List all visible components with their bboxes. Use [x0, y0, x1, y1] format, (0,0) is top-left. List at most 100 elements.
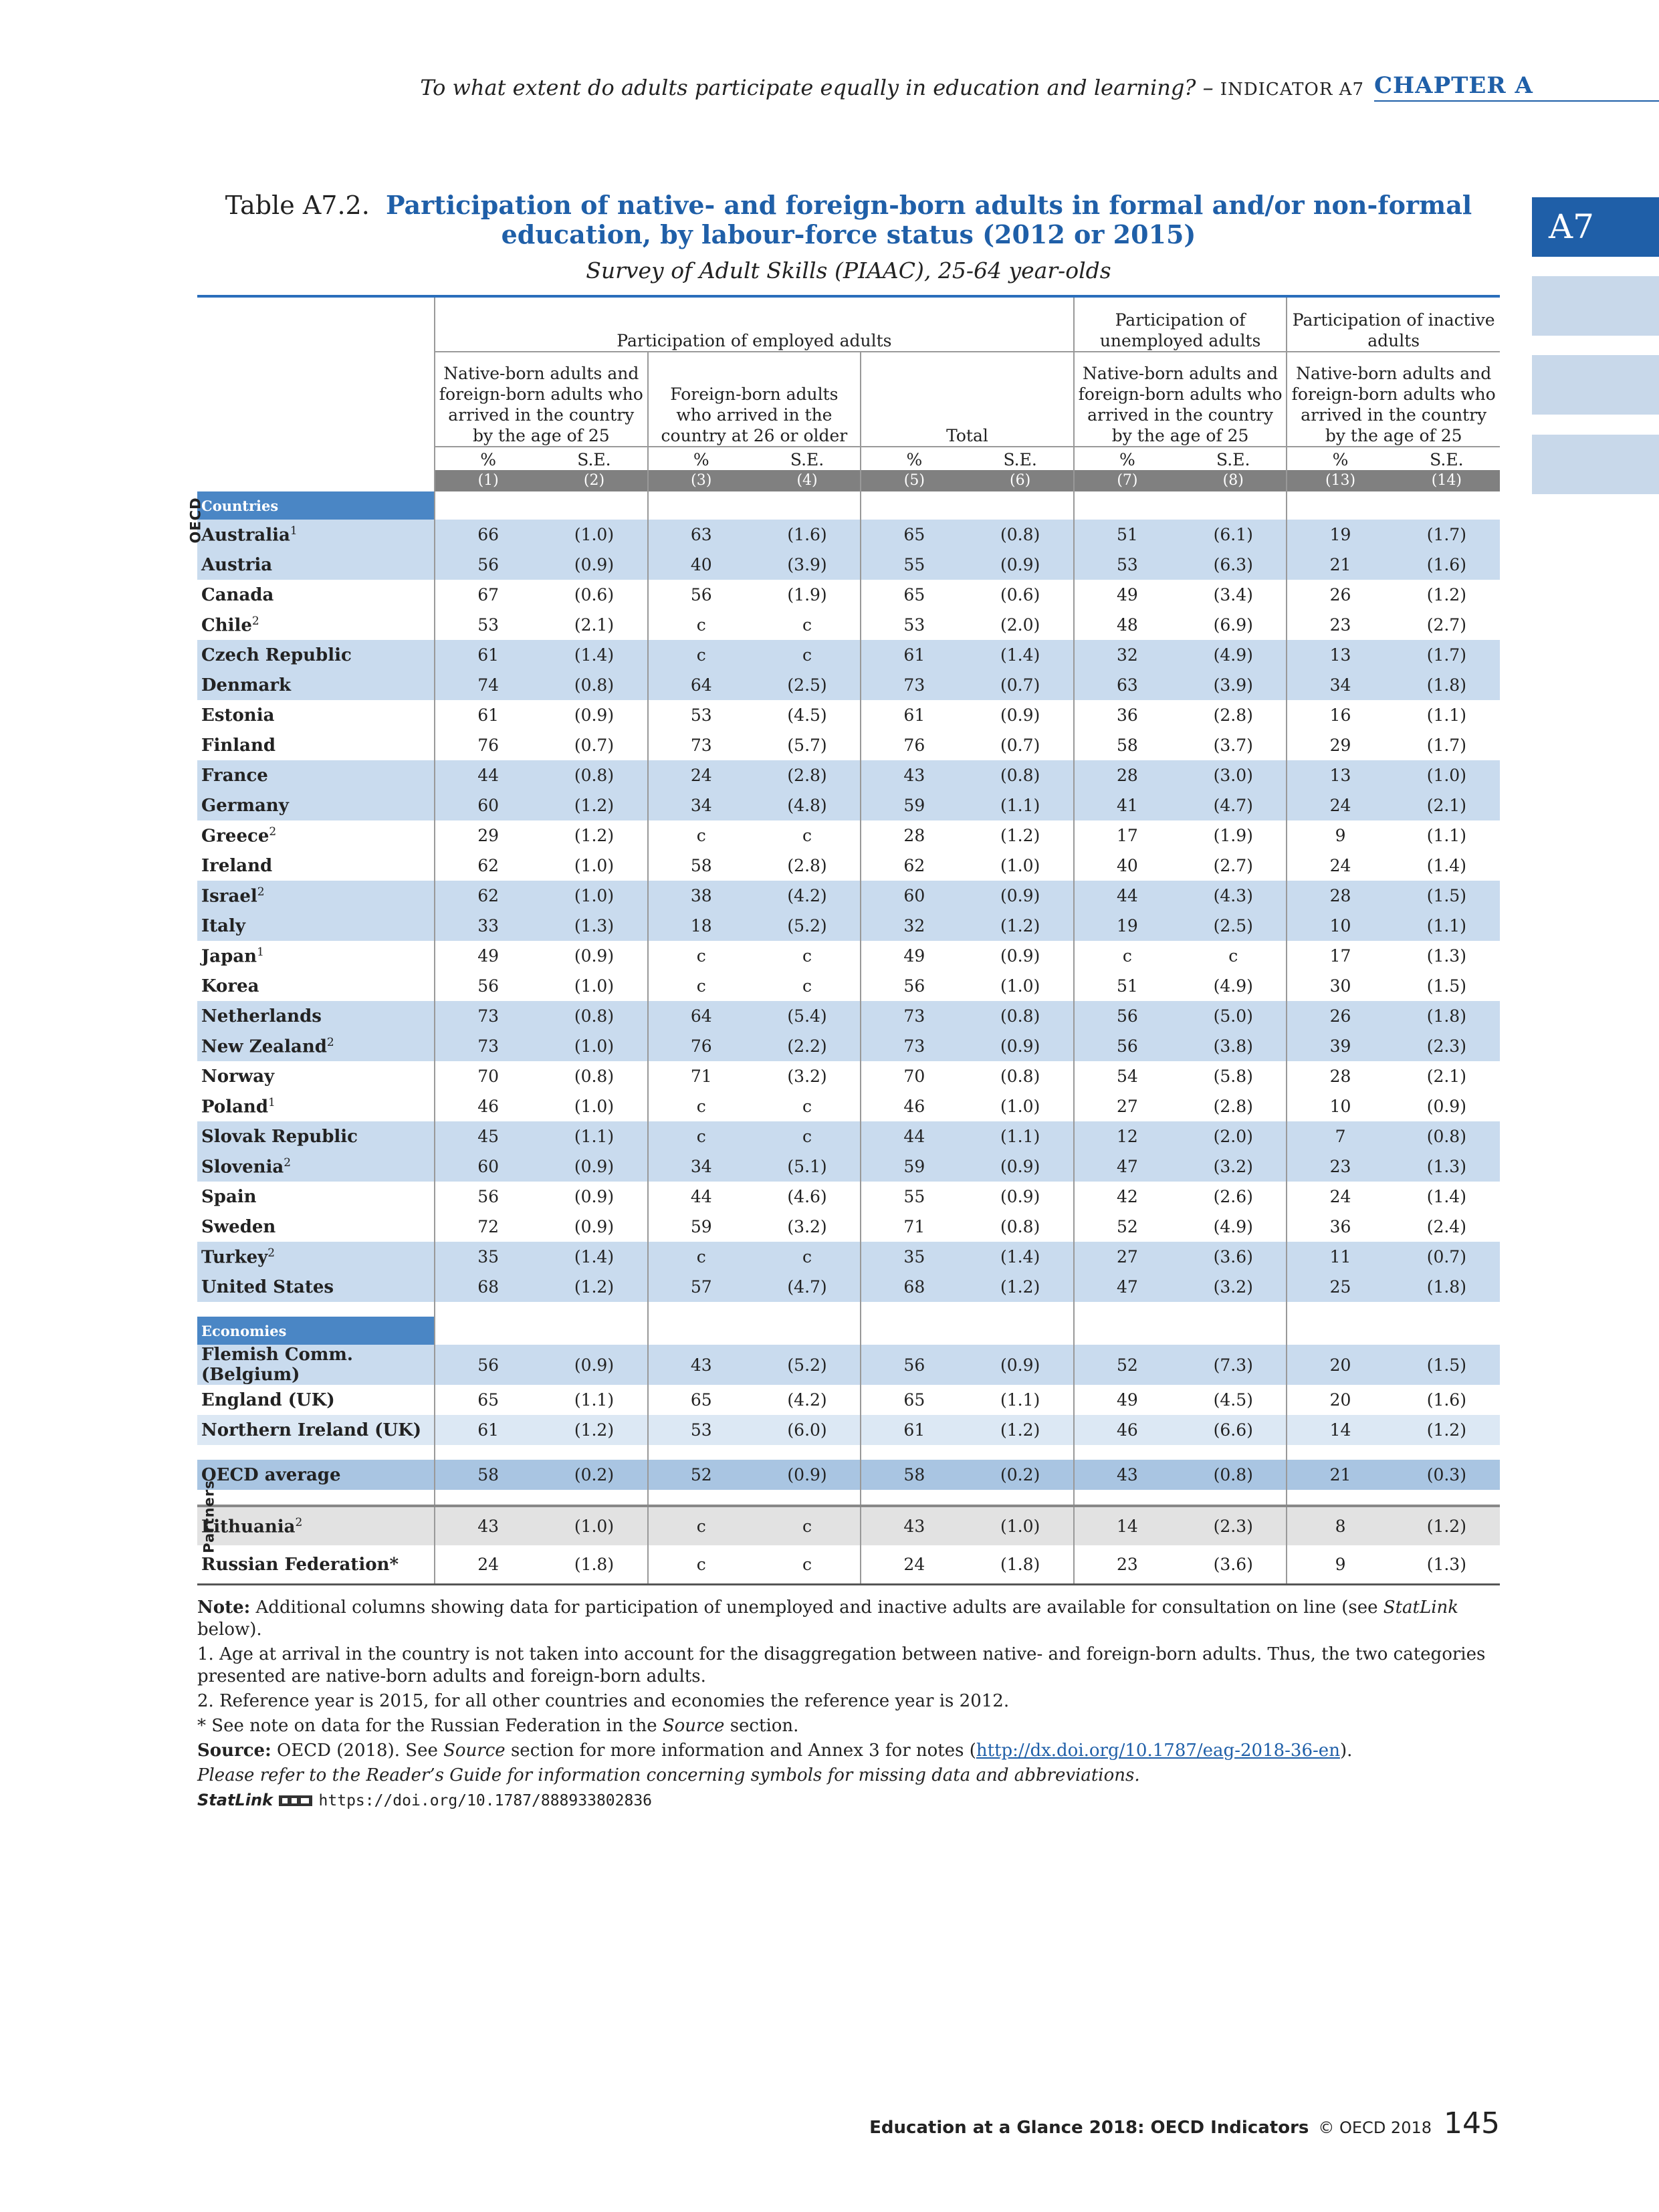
data-row: Lithuania2 43 (1.0) c c 43 (1.0) 14 (2.3) 8 (1.2): [197, 1505, 1500, 1545]
cell: (1.0): [967, 1091, 1074, 1121]
spacer-row: [197, 1302, 1500, 1317]
cell: (2.1): [1393, 790, 1500, 820]
cell: (0.8): [967, 520, 1074, 550]
section-header: Economies: [197, 1317, 435, 1345]
cell: (1.8): [1393, 1272, 1500, 1302]
sub-header: Native-born adults and foreign-born adul…: [1286, 352, 1500, 447]
cell: (1.0): [541, 851, 648, 881]
cell: (3.9): [754, 550, 861, 580]
cell: (1.0): [541, 1031, 648, 1061]
row-name: Austria: [197, 550, 435, 580]
row-label: Denmark: [201, 675, 292, 695]
empty-cell: [647, 1317, 754, 1345]
row-label: England (UK): [201, 1390, 335, 1410]
cell: (1.4): [967, 640, 1074, 670]
cell: 11: [1286, 1242, 1394, 1272]
empty-cell: [754, 491, 861, 520]
data-row: Korea 56 (1.0) c c 56 (1.0) 51 (4.9) 30 (1.5): [197, 971, 1500, 1001]
note: * See note on data for the Russian Feder…: [197, 1715, 1500, 1737]
cell: 71: [647, 1061, 754, 1091]
source-link[interactable]: http://dx.doi.org/10.1787/eag-2018-36-en: [976, 1741, 1340, 1761]
cell: (3.2): [754, 1061, 861, 1091]
statlink-icon: [279, 1795, 313, 1806]
cell: (0.8): [1393, 1121, 1500, 1151]
cell: 39: [1286, 1031, 1394, 1061]
data-table: Participation of employed adults Partici…: [197, 295, 1500, 1585]
empty-cell: [433, 491, 542, 520]
cell: (0.3): [1393, 1460, 1500, 1490]
cell: (0.9): [541, 1212, 648, 1242]
data-row: OECD average 58 (0.2) 52 (0.9) 58 (0.2) 43 (0.8)…: [197, 1460, 1500, 1490]
tab-box: [1532, 435, 1659, 494]
cell: 56: [433, 1345, 542, 1385]
spacer-cell: [1073, 1445, 1181, 1460]
statlink-url[interactable]: https://doi.org/10.1787/888933802836: [318, 1792, 653, 1809]
note-text: below).: [197, 1620, 262, 1640]
cell: (1.8): [541, 1545, 648, 1585]
data-row: England (UK) 65 (1.1) 65 (4.2) 65 (1.1) 49 (4.5)…: [197, 1385, 1500, 1415]
cell: c: [1073, 941, 1181, 971]
cell: 49: [433, 941, 542, 971]
cell: c: [647, 820, 754, 851]
footnote-mark: 2: [284, 1155, 292, 1170]
cell: (0.9): [541, 1151, 648, 1182]
running-title: To what extent do adults participate equ…: [420, 75, 1214, 100]
cell: 17: [1286, 941, 1394, 971]
spacer-cell: [1180, 1445, 1287, 1460]
cell: 14: [1286, 1415, 1394, 1445]
cell: 73: [433, 1001, 542, 1031]
cell: 54: [1073, 1061, 1181, 1091]
stat-label: %: [647, 447, 754, 470]
cell: (1.8): [1393, 1001, 1500, 1031]
footnote-mark: 2: [326, 1035, 334, 1049]
cell: (1.0): [967, 1505, 1074, 1545]
cell: 40: [1073, 851, 1181, 881]
cell: 68: [860, 1272, 968, 1302]
publication: Education at a Glance 2018: OECD Indicat…: [869, 2118, 1309, 2138]
corner: [197, 470, 435, 491]
data-row: Finland 76 (0.7) 73 (5.7) 76 (0.7) 58 (3.7) 29 (1.…: [197, 730, 1500, 760]
cell: (4.6): [754, 1182, 861, 1212]
statlink: StatLink https://doi.org/10.1787/8889338…: [197, 1789, 1500, 1812]
data-row: Czech Republic 61 (1.4) c c 61 (1.4) 32 (4.9) 13(…: [197, 640, 1500, 670]
data-row: United States 68 (1.2) 57 (4.7) 68 (1.2) 47 (3.2…: [197, 1272, 1500, 1302]
spacer-cell: [754, 1445, 861, 1460]
cell: 43: [860, 760, 968, 790]
cell: (0.8): [967, 1001, 1074, 1031]
cell: 32: [860, 911, 968, 941]
cell: 9: [1286, 820, 1394, 851]
cell: (0.9): [541, 700, 648, 730]
cell: 23: [1073, 1545, 1181, 1585]
cell: 73: [860, 670, 968, 700]
spacer-cell: [1286, 1302, 1394, 1317]
cell: (0.9): [967, 550, 1074, 580]
row-name: Ireland: [197, 851, 435, 881]
cell: 64: [647, 1001, 754, 1031]
stat-label: %: [433, 447, 542, 470]
row-name: Sweden: [197, 1212, 435, 1242]
cell: (2.0): [1180, 1121, 1287, 1151]
cell: (1.2): [967, 911, 1074, 941]
note-label: Source:: [197, 1741, 271, 1761]
cell: 19: [1073, 911, 1181, 941]
cell: 65: [433, 1385, 542, 1415]
cell: 64: [647, 670, 754, 700]
note-text: * See note on data for the Russian Feder…: [197, 1716, 663, 1736]
row-label: Norway: [201, 1066, 275, 1087]
cell: 73: [860, 1031, 968, 1061]
cell: (4.7): [1180, 790, 1287, 820]
note-text: ).: [1339, 1741, 1353, 1761]
cell: 55: [860, 1182, 968, 1212]
notes: Note: Additional columns showing data fo…: [197, 1597, 1500, 1815]
cell: (2.5): [1180, 911, 1287, 941]
cell: 35: [433, 1242, 542, 1272]
row-label: Northern Ireland (UK): [201, 1420, 422, 1440]
cell: c: [754, 640, 861, 670]
sub-header: Native-born adults and foreign-born adul…: [1073, 352, 1287, 447]
cell: 25: [1286, 1272, 1394, 1302]
row-label: Russian Federation*: [201, 1554, 399, 1575]
row-name: Turkey2: [197, 1242, 435, 1272]
spacer-cell: [433, 1302, 542, 1317]
cell: 13: [1286, 640, 1394, 670]
cell: c: [754, 971, 861, 1001]
